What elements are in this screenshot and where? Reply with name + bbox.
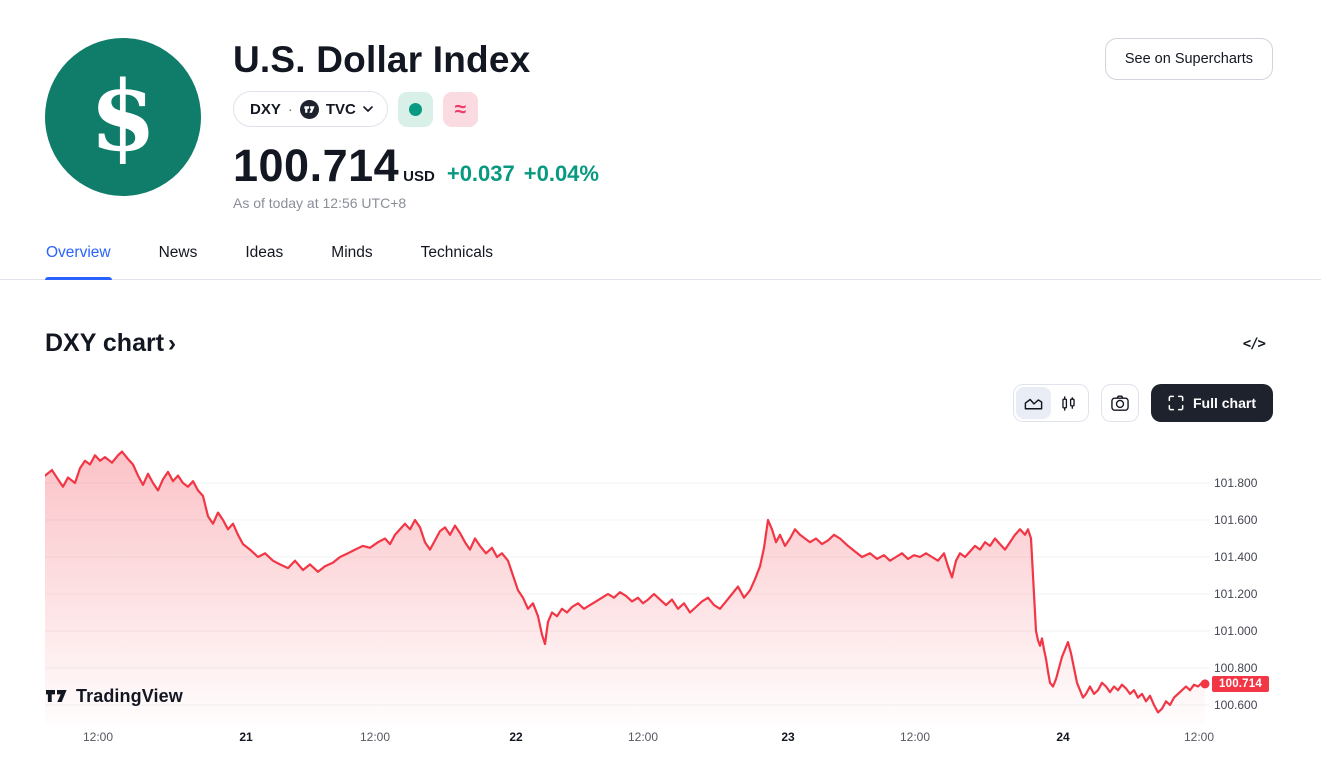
price-axis-label: 100.800 bbox=[1214, 661, 1258, 675]
camera-icon bbox=[1111, 395, 1129, 411]
chart-section-title[interactable]: DXY chart › bbox=[45, 329, 176, 358]
symbol-code: DXY bbox=[250, 100, 281, 118]
price-axis-label: 101.800 bbox=[1214, 476, 1258, 490]
chart-type-segmented-control bbox=[1012, 384, 1089, 422]
tradingview-logo-icon bbox=[46, 690, 67, 702]
tab-overview[interactable]: Overview bbox=[45, 244, 112, 280]
market-open-badge[interactable] bbox=[397, 91, 433, 127]
chart-toolbar: Full chart bbox=[0, 384, 1273, 422]
time-axis-label: 24 bbox=[1056, 730, 1070, 744]
price-chart[interactable]: 101.800 101.600 101.400 101.200 101.000 100.8… bbox=[0, 439, 1321, 744]
symbol-header: $ U.S. Dollar Index DXY · TVC bbox=[0, 0, 1321, 211]
tab-technicals[interactable]: Technicals bbox=[420, 244, 494, 279]
chevron-down-icon bbox=[363, 105, 373, 112]
symbol-row: DXY · TVC bbox=[233, 91, 599, 127]
area-chart-type-button[interactable] bbox=[1015, 387, 1051, 419]
page-title: U.S. Dollar Index bbox=[233, 39, 531, 80]
fullscreen-icon bbox=[1168, 395, 1184, 411]
chart-section-title-text: DXY chart bbox=[45, 329, 165, 357]
approx-icon: ≈ bbox=[454, 97, 467, 121]
tab-ideas[interactable]: Ideas bbox=[244, 244, 284, 279]
price-axis-label: 101.200 bbox=[1214, 587, 1258, 601]
market-open-dot-icon bbox=[408, 102, 422, 116]
price-axis-label: 101.000 bbox=[1214, 624, 1258, 638]
area-chart-icon bbox=[1024, 398, 1043, 409]
price-row: 100.714 USD +0.037 +0.04% bbox=[233, 142, 599, 190]
symbol-separator: · bbox=[287, 100, 293, 118]
section-tabs: Overview News Ideas Minds Technicals bbox=[0, 244, 1321, 280]
symbol-header-main: U.S. Dollar Index DXY · TVC bbox=[233, 38, 599, 211]
symbol-logo: $ bbox=[45, 38, 201, 196]
tradingview-watermark-text: TradingView bbox=[76, 685, 183, 706]
time-axis-label: 12:00 bbox=[899, 730, 931, 744]
tab-minds[interactable]: Minds bbox=[330, 244, 373, 279]
time-axis-label: 21 bbox=[239, 730, 253, 744]
full-chart-button[interactable]: Full chart bbox=[1150, 384, 1273, 422]
time-axis-label: 22 bbox=[509, 730, 523, 744]
price-change-percent: +0.04% bbox=[523, 161, 599, 186]
price-axis-label: 100.600 bbox=[1214, 698, 1258, 712]
time-axis-label: 12:00 bbox=[82, 730, 114, 744]
last-price-tag: 100.714 bbox=[1212, 676, 1269, 692]
exchange-code: TVC bbox=[325, 100, 356, 118]
exchange-logo-icon bbox=[299, 99, 319, 119]
candles-icon bbox=[1062, 395, 1075, 411]
snapshot-button[interactable] bbox=[1100, 384, 1139, 422]
as-of-timestamp: As of today at 12:56 UTC+8 bbox=[233, 195, 407, 211]
tab-news[interactable]: News bbox=[158, 244, 199, 279]
time-axis-label: 12:00 bbox=[1183, 730, 1215, 744]
tradingview-watermark: TradingView bbox=[45, 685, 183, 707]
price-change: +0.037 bbox=[446, 161, 515, 186]
area-chart-plot[interactable] bbox=[45, 439, 1210, 724]
price-currency: USD bbox=[403, 168, 435, 185]
chevron-right-icon: › bbox=[168, 329, 177, 357]
see-on-supercharts-button[interactable]: See on Supercharts bbox=[1104, 38, 1273, 80]
price-axis-label: 101.400 bbox=[1214, 550, 1258, 564]
symbol-switcher-button[interactable]: DXY · TVC bbox=[233, 91, 388, 127]
candles-chart-type-button[interactable] bbox=[1051, 387, 1086, 419]
time-axis-label: 12:00 bbox=[627, 730, 659, 744]
last-price: 100.714 bbox=[233, 140, 400, 191]
dollar-sign-glyph: $ bbox=[89, 60, 157, 173]
chart-section-head: DXY chart › </> bbox=[45, 329, 1266, 358]
delayed-data-badge[interactable]: ≈ bbox=[442, 91, 478, 127]
embed-code-icon[interactable]: </> bbox=[1242, 335, 1266, 352]
price-axis-label: 101.600 bbox=[1214, 513, 1258, 527]
time-axis-label: 23 bbox=[781, 730, 795, 744]
full-chart-label: Full chart bbox=[1192, 395, 1256, 411]
time-axis-label: 12:00 bbox=[359, 730, 391, 744]
